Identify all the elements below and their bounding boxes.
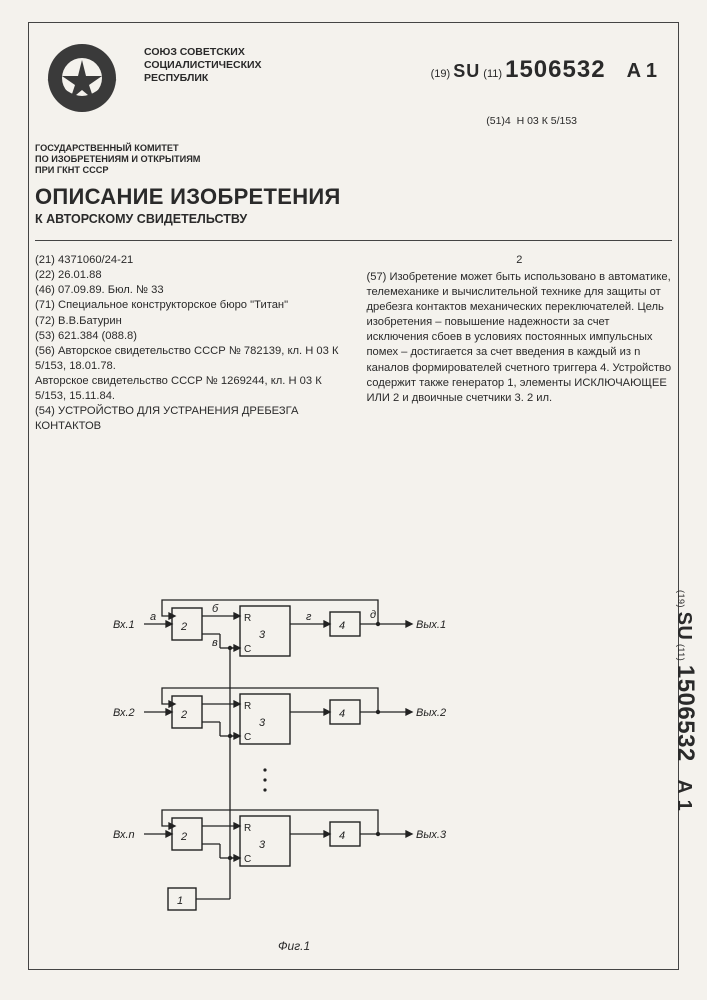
input-label: Вх.2 [113,707,135,719]
block-label: 3 [259,717,266,729]
side-kind: A 1 [673,779,695,811]
doc-number: 1506532 [505,56,605,83]
output-label: Вых.1 [416,619,446,631]
ipc-classification: (51)4 Н 03 К 5/153 [486,115,577,127]
input-label: Вх.1 [113,619,135,631]
doc-sub: (11) [483,68,502,80]
port-label: R [244,823,251,834]
ellipsis-icon [263,768,266,791]
signal-label: в [212,637,218,649]
doc-country: SU [453,61,480,81]
document-code: (19) SU (11) 1506532 A 1 [431,56,657,84]
block-label: 3 [259,629,266,641]
side-number: 1506532 [672,665,699,762]
doc-kind: A 1 [627,60,657,82]
doc-prefix: (19) [431,68,451,80]
side-country: SU [673,612,695,641]
block-label: 4 [339,620,345,632]
block-label: 2 [180,621,187,633]
block-label: 2 [180,709,187,721]
block-label: 4 [339,830,345,842]
patent-page: СОЮЗ СОВЕТСКИХ СОЦИАЛИСТИЧЕСКИХ РЕСПУБЛИ… [0,0,707,1000]
side-document-code: (19) SU (11) 1506532 A 1 [677,590,699,930]
ipc-prefix: (51)4 [486,115,511,127]
block-label: 2 [180,831,187,843]
signal-label: г [306,611,312,623]
block-label: 4 [339,708,345,720]
output-label: Вых.3 [416,829,447,841]
input-label: Вх.n [113,829,135,841]
port-label: R [244,613,251,624]
port-label: R [244,701,251,712]
signal-label: б [212,603,219,615]
port-label: C [244,854,251,865]
block-label: 3 [259,839,266,851]
figure-caption: Фиг.1 [278,939,310,953]
port-label: C [244,644,251,655]
signal-label: а [150,611,156,623]
block-label: 1 [177,895,183,907]
ipc-code: Н 03 К 5/153 [517,115,577,127]
circuit-figure: Вх.1 а 2 б в 3 R C [108,598,478,953]
output-label: Вых.2 [416,707,446,719]
state-emblem-icon [35,30,130,125]
signal-label: д [370,609,376,621]
port-label: C [244,732,251,743]
